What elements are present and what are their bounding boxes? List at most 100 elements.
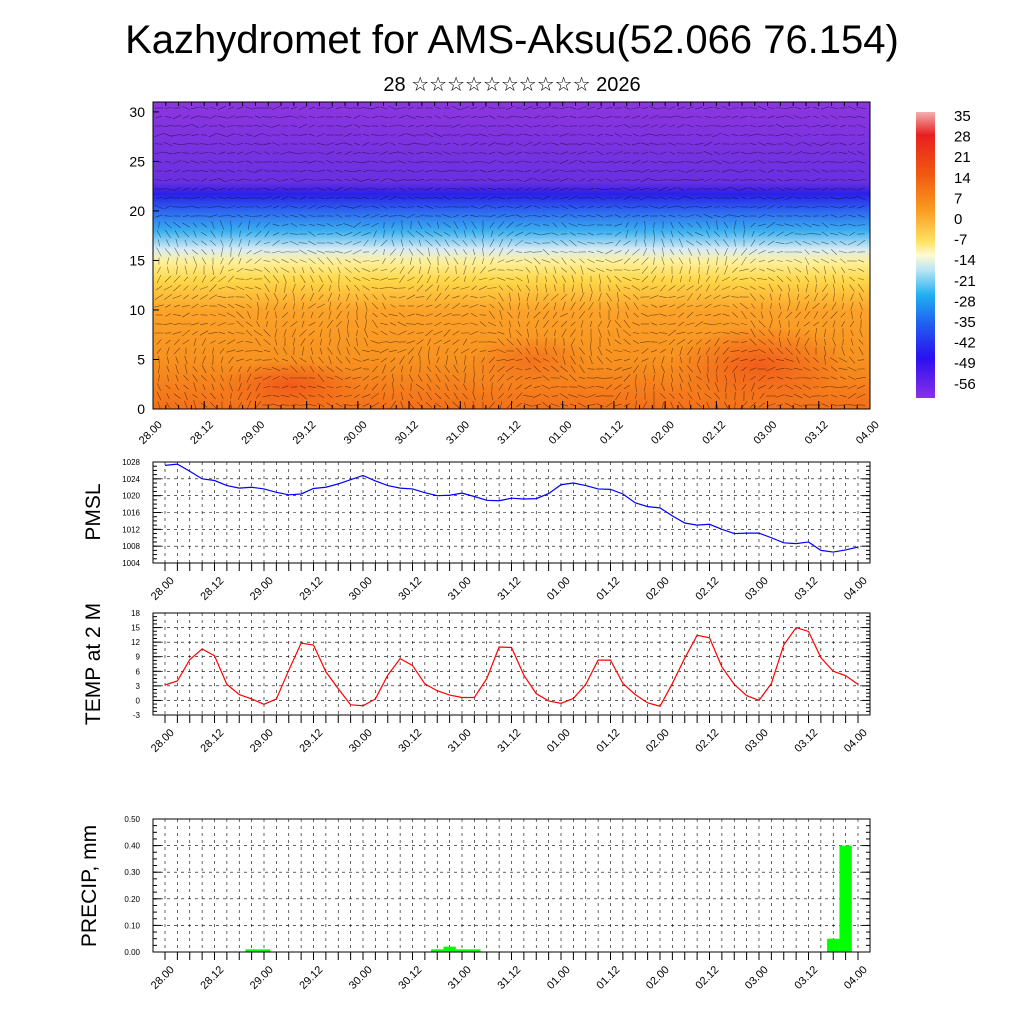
wind-vector: [473, 364, 475, 374]
wind-vector: [407, 313, 415, 317]
precip-x-tick-label: 04.00: [842, 964, 870, 992]
wind-vector: [784, 241, 794, 245]
wind-vector: [361, 276, 371, 282]
wind-vector: [182, 312, 190, 318]
wind-vector: [785, 367, 793, 371]
wind-vector: [227, 303, 235, 309]
wind-vector: [839, 170, 847, 172]
wind-vector: [812, 266, 820, 274]
wind-vector: [722, 133, 730, 137]
wind-vector: [326, 160, 334, 164]
wind-vector: [730, 357, 740, 363]
wind-vector: [856, 404, 866, 406]
wind-vector: [776, 268, 784, 272]
wind-vector: [344, 367, 352, 371]
wind-vector: [776, 107, 784, 109]
wind-vector: [208, 332, 218, 334]
wind-vector: [831, 240, 837, 246]
wind-vector: [408, 374, 414, 382]
wind-vector: [604, 188, 614, 190]
wind-vector: [560, 214, 568, 218]
temp-y-tick-label: 12: [131, 638, 140, 647]
wind-vector: [280, 116, 290, 118]
wind-vector: [298, 133, 308, 137]
wind-vector: [444, 392, 450, 400]
wind-vector: [749, 367, 757, 371]
wind-vector: [327, 393, 333, 399]
wind-vector: [685, 322, 695, 326]
wind-vector: [416, 274, 424, 284]
wind-vector: [389, 169, 397, 173]
wind-vector: [703, 213, 713, 219]
wind-vector: [193, 338, 197, 346]
wind-vector: [713, 313, 721, 317]
wind-vector: [614, 359, 622, 361]
wind-vector: [181, 142, 191, 146]
wind-vector: [155, 179, 163, 181]
wind-vector: [605, 268, 613, 272]
wind-vector: [263, 222, 271, 228]
wind-vector: [559, 106, 569, 110]
wind-vector: [577, 142, 587, 146]
wind-vector: [706, 373, 710, 383]
wind-vector: [262, 205, 272, 209]
wind-vector: [443, 322, 451, 326]
wind-vector: [199, 169, 209, 173]
wind-vector: [398, 205, 406, 209]
wind-vector: [238, 238, 242, 248]
precip-x-tick-label: 02.00: [644, 964, 672, 992]
wind-vector: [389, 322, 397, 326]
wind-vector: [352, 240, 362, 246]
wind-vector: [488, 107, 496, 109]
wind-vector: [721, 124, 731, 128]
wind-vector: [714, 346, 720, 356]
wind-vector: [678, 393, 684, 399]
pmsl-y-tick-label: 1016: [122, 509, 140, 518]
wind-vector: [489, 303, 495, 309]
wind-vector: [614, 196, 622, 200]
wind-vector: [838, 134, 848, 136]
wind-vector: [192, 331, 198, 335]
precip-bar: [245, 949, 258, 952]
wind-vector: [533, 257, 541, 265]
wind-vector: [830, 376, 838, 380]
wind-vector: [824, 355, 826, 365]
wind-vector: [596, 356, 604, 364]
wind-vector: [731, 115, 739, 119]
wind-vector: [381, 402, 387, 408]
wind-vector: [686, 142, 694, 146]
wind-vector: [265, 302, 269, 310]
wind-vector: [543, 329, 549, 337]
wind-vector: [524, 187, 532, 191]
wind-vector: [577, 169, 587, 173]
wind-vector: [688, 265, 692, 275]
wind-vector: [490, 230, 494, 238]
wind-vector: [290, 196, 298, 200]
wind-vector: [730, 151, 740, 155]
wind-vector: [542, 152, 550, 154]
wind-vector: [407, 196, 415, 200]
wind-vector: [623, 206, 631, 208]
wind-vector: [410, 220, 412, 230]
wind-vector: [641, 107, 649, 109]
wind-vector: [453, 257, 459, 265]
wind-vector: [541, 195, 551, 201]
precip-bar: [455, 949, 469, 952]
wind-vector: [389, 206, 397, 208]
colorbar-label: -28: [954, 293, 976, 310]
wind-vector: [289, 214, 299, 218]
precip-y-tick-label: 0.50: [124, 815, 140, 824]
wind-vector: [514, 116, 524, 118]
wind-vector: [434, 187, 442, 191]
wind-vector: [697, 256, 701, 266]
wind-vector: [337, 347, 341, 355]
wind-vector: [388, 178, 398, 182]
wind-vector: [462, 338, 468, 346]
wind-vector: [569, 160, 577, 164]
colorbar-label: -21: [954, 273, 976, 290]
wind-vector: [560, 365, 568, 373]
wind-vector: [190, 160, 200, 164]
wind-vector: [487, 350, 497, 352]
wind-vector: [443, 188, 451, 190]
